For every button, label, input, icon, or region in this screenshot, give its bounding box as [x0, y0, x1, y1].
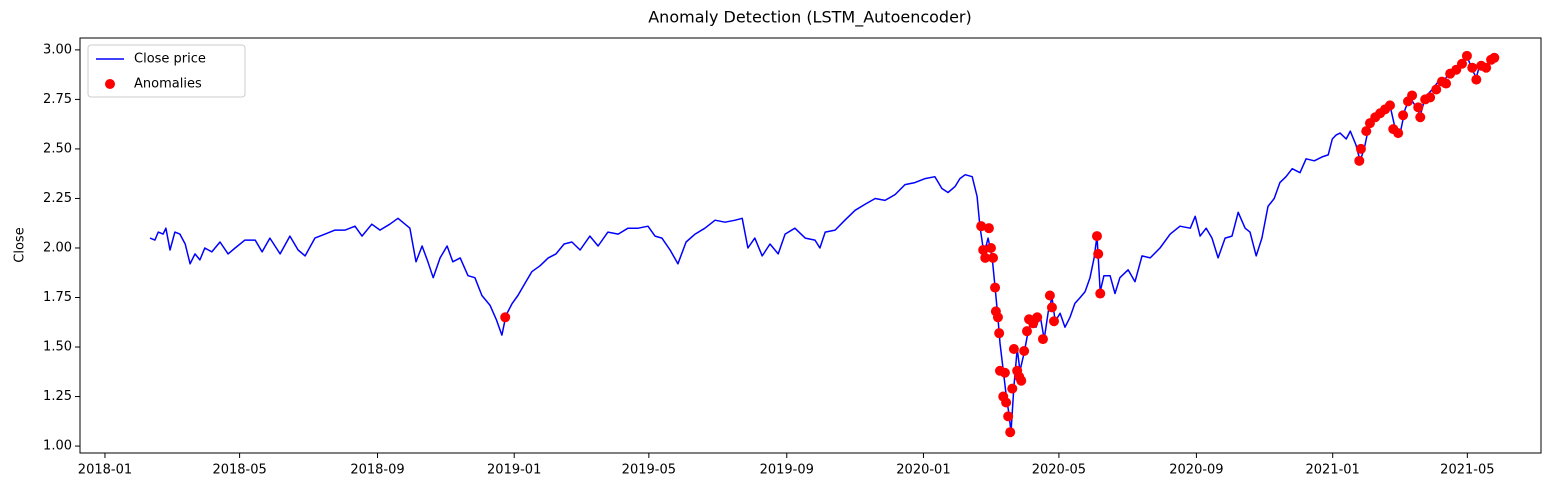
y-tick-label: 1.00 — [43, 439, 72, 454]
anomaly-point — [994, 328, 1005, 339]
y-tick-label: 2.25 — [43, 191, 72, 206]
anomaly-point — [1016, 375, 1027, 386]
anomaly-point — [1091, 231, 1102, 242]
anomaly-point — [1481, 62, 1492, 73]
anomaly-point — [1021, 326, 1032, 337]
anomaly-point — [1393, 128, 1404, 139]
y-axis-label: Close — [13, 227, 28, 262]
anomaly-point — [1413, 102, 1424, 113]
anomaly-point — [1037, 334, 1048, 345]
anomaly-point — [983, 223, 994, 234]
anomaly-point — [1398, 110, 1409, 121]
x-tick-label: 2019-05 — [622, 463, 676, 478]
x-tick-label: 2019-09 — [760, 463, 814, 478]
anomaly-point — [1032, 312, 1043, 323]
anomaly-point — [1441, 78, 1452, 89]
anomaly-point — [976, 221, 987, 232]
anomaly-point — [1095, 288, 1106, 299]
anomaly-point — [1003, 411, 1014, 422]
anomaly-point — [1361, 126, 1372, 137]
price-line — [149, 55, 1496, 433]
x-tick-label: 2020-01 — [896, 463, 950, 478]
anomaly-point — [500, 312, 511, 323]
anomaly-point — [1471, 74, 1482, 85]
chart-title: Anomaly Detection (LSTM_Autoencoder) — [648, 8, 972, 28]
anomaly-point — [1457, 58, 1468, 69]
y-tick-label: 1.50 — [43, 340, 72, 355]
anomaly-point — [1005, 427, 1016, 438]
x-tick-label: 2021-05 — [1440, 463, 1494, 478]
y-tick-label: 1.75 — [43, 290, 72, 305]
anomaly-point — [1415, 112, 1426, 123]
legend: Close price Anomalies — [87, 44, 246, 98]
anomaly-point — [1431, 84, 1442, 95]
legend-swatch — [105, 79, 115, 89]
anomaly-point — [1007, 383, 1018, 394]
anomaly-point — [1046, 302, 1057, 313]
anomaly-point — [1489, 52, 1500, 63]
legend-box — [87, 44, 246, 98]
anomaly-point — [992, 312, 1003, 323]
y-tick-label: 2.75 — [43, 92, 72, 107]
anomaly-point — [1355, 143, 1366, 154]
anomaly-point — [1384, 100, 1395, 111]
x-tick-label: 2021-01 — [1306, 463, 1360, 478]
y-tick-label: 3.00 — [43, 42, 72, 57]
plot-frame — [79, 37, 1542, 454]
anomaly-point — [1019, 345, 1030, 356]
anomaly-point — [1008, 344, 1019, 355]
x-tick-label: 2020-09 — [1169, 463, 1223, 478]
anomaly-point — [1467, 62, 1478, 73]
y-tick-label: 1.25 — [43, 389, 72, 404]
anomaly-point — [1044, 290, 1055, 301]
legend-label: Anomalies — [134, 77, 202, 92]
anomaly-point — [1049, 316, 1059, 327]
x-tick-label: 2018-09 — [350, 463, 404, 478]
y-tick-label: 2.50 — [43, 141, 72, 156]
y-tick-label: 2.00 — [43, 240, 72, 255]
anomaly-point — [1461, 50, 1472, 61]
anomaly-point — [978, 244, 989, 255]
anomaly-point — [980, 252, 991, 263]
anomaly-point — [1354, 155, 1365, 166]
x-tick-label: 2020-05 — [1032, 463, 1086, 478]
x-tick-label: 2018-05 — [212, 463, 266, 478]
anomaly-point — [1425, 92, 1436, 103]
anomaly-point — [1001, 397, 1012, 408]
x-tick-label: 2019-01 — [487, 463, 541, 478]
anomaly-point — [1093, 248, 1104, 259]
x-tick-label: 2018-01 — [78, 463, 132, 478]
anomaly-point — [985, 242, 996, 253]
legend-label: Close price — [134, 52, 206, 67]
anomaly-point — [988, 252, 999, 263]
anomaly-point — [990, 282, 1001, 293]
anomaly-point — [999, 367, 1010, 378]
anomaly-point — [1407, 90, 1418, 101]
